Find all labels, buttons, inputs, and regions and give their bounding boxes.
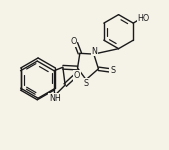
Text: NH: NH [49,94,61,103]
Text: HO: HO [137,14,150,23]
Text: O: O [74,71,80,80]
Text: S: S [83,79,88,88]
Text: S: S [110,66,115,75]
Text: N: N [91,46,97,56]
Text: O: O [70,37,76,46]
